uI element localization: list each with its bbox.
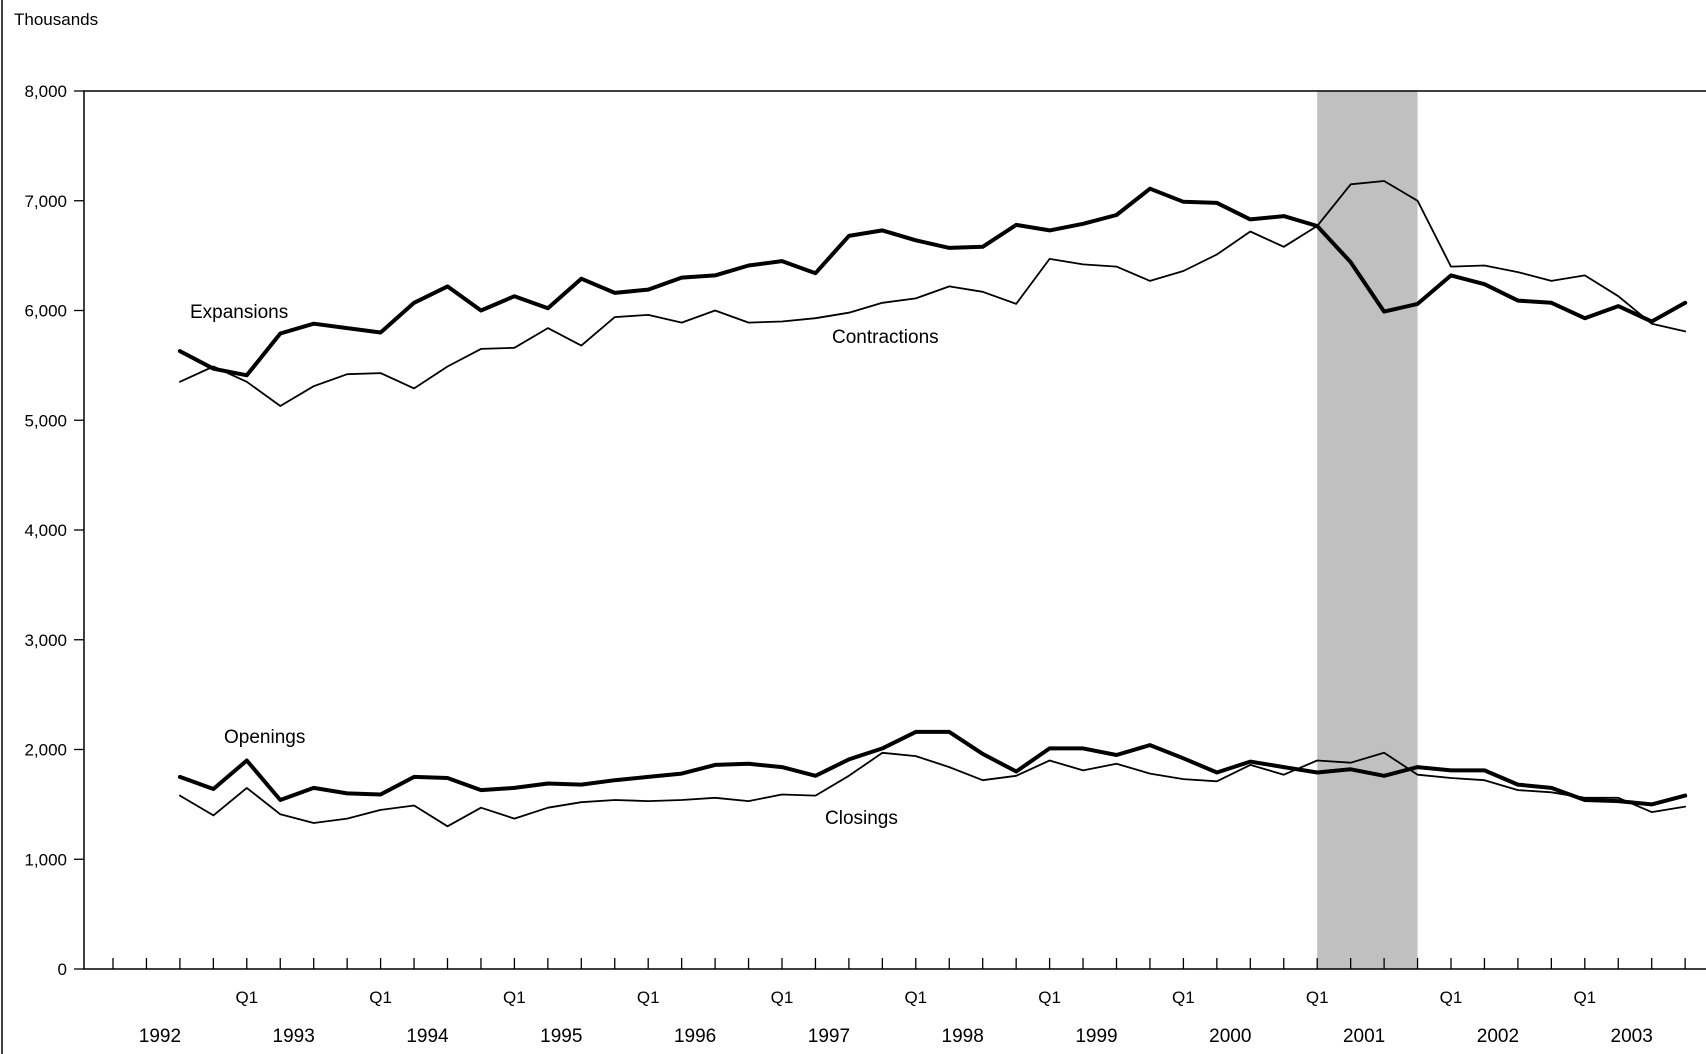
series-line-contractions [178, 180, 1687, 407]
x-quarter-label: Q1 [904, 988, 927, 1007]
x-axis: 1992 Q1 1993 Q1 1994 Q1 1995 Q1 1996 Q1 1997 Q1 1998… [112, 958, 1686, 1047]
plot-frame [83, 90, 1706, 970]
x-quarter-label: Q1 [1172, 988, 1195, 1007]
x-year-label: 1992 [139, 1026, 181, 1047]
y-axis: 0 1,000 2,000 3,000 4,000 5,000 6,000 7,000 8,00… [24, 82, 84, 979]
x-year-label: 2001 [1343, 1026, 1385, 1047]
recession-band [1317, 91, 1418, 969]
series-line-closings [178, 751, 1687, 828]
series-labels: Expansions Contractions Openings Closing… [190, 302, 939, 829]
x-quarter-label: Q1 [1440, 988, 1463, 1007]
x-quarter-label: Q1 [771, 988, 794, 1007]
x-year-label: 1999 [1075, 1026, 1117, 1047]
x-year-label: 1995 [540, 1026, 582, 1047]
series-label-expansions: Expansions [190, 302, 288, 323]
x-year-label: 2000 [1209, 1026, 1251, 1047]
y-tick-label: 2,000 [24, 741, 67, 760]
series-line-expansions [177, 186, 1688, 378]
series-label-openings: Openings [224, 727, 305, 748]
series-lines [177, 180, 1688, 828]
series-line-openings [177, 729, 1688, 807]
y-tick-label: 1,000 [24, 850, 67, 869]
y-tick-label: 3,000 [24, 631, 67, 650]
y-tick-label: 7,000 [24, 192, 67, 211]
x-quarter-label: Q1 [503, 988, 526, 1007]
x-quarter-label: Q1 [1573, 988, 1596, 1007]
x-year-label: 1996 [674, 1026, 716, 1047]
y-tick-label: 5,000 [24, 411, 67, 430]
x-year-label: 1997 [808, 1026, 850, 1047]
series-label-contractions: Contractions [832, 327, 939, 348]
x-year-label: 1998 [942, 1026, 984, 1047]
x-year-label: 1994 [406, 1026, 449, 1047]
x-year-label: 2002 [1477, 1026, 1519, 1047]
series-label-closings: Closings [825, 808, 898, 829]
x-quarter-label: Q1 [235, 988, 258, 1007]
y-tick-label: 4,000 [24, 521, 67, 540]
x-quarter-label: Q1 [1038, 988, 1061, 1007]
x-quarter-label: Q1 [637, 988, 660, 1007]
y-tick-label: 8,000 [24, 82, 67, 101]
x-year-label: 2003 [1611, 1026, 1653, 1047]
x-quarter-label: Q1 [369, 988, 392, 1007]
y-tick-label: 0 [58, 960, 67, 979]
y-tick-label: 6,000 [24, 302, 67, 321]
x-quarter-label: Q1 [1306, 988, 1329, 1007]
x-year-label: 1993 [273, 1026, 315, 1047]
unit-label: Thousands [14, 10, 98, 29]
